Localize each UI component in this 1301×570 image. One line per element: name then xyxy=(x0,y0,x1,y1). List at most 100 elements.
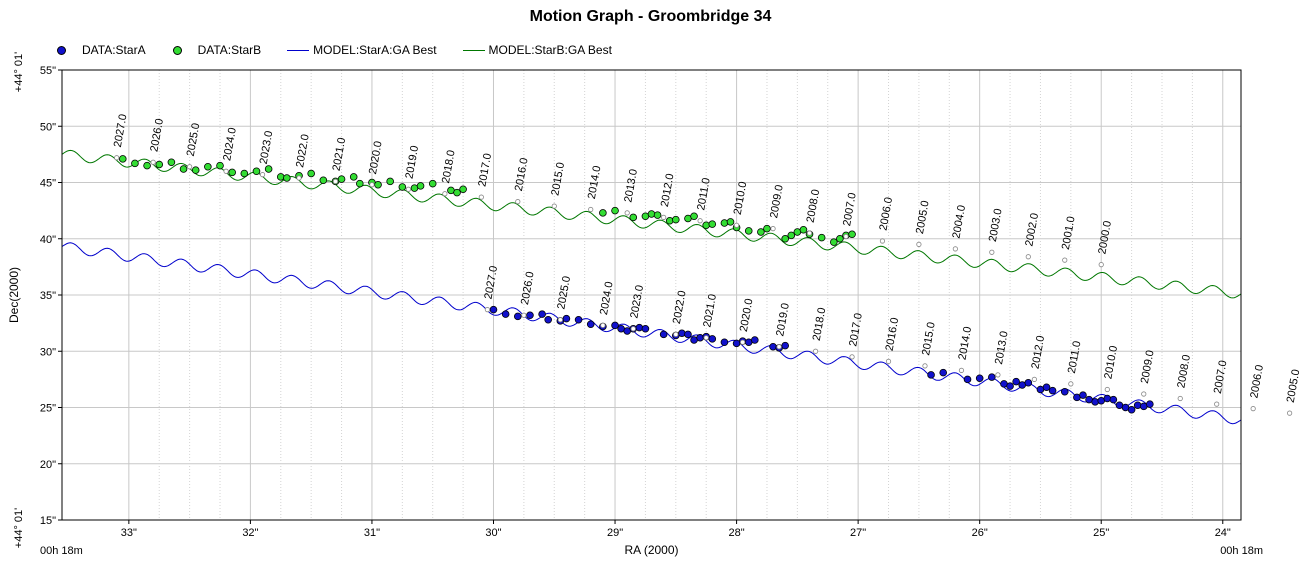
data-point-starb xyxy=(781,234,790,243)
data-point-starb xyxy=(799,225,808,234)
y-tick-label: 15" xyxy=(40,515,56,527)
data-point-stara xyxy=(720,338,729,347)
data-point-starb xyxy=(817,233,826,242)
epoch-label-stara: 2006.0 xyxy=(1248,364,1266,399)
epoch-marker-starb xyxy=(150,159,156,165)
epoch-label-starb: 2001.0 xyxy=(1060,215,1078,250)
data-point-stara xyxy=(963,375,972,384)
data-point-starb xyxy=(653,211,662,219)
legend-item-model-starb[interactable]: MODEL:StarB:GA Best xyxy=(462,43,612,57)
data-point-starb xyxy=(611,206,619,215)
epoch-marker-stara xyxy=(521,312,527,318)
epoch-label-stara: 2009.0 xyxy=(1139,349,1157,384)
epoch-marker-stara xyxy=(1104,386,1110,393)
data-point-starb xyxy=(599,209,607,217)
data-point-starb xyxy=(702,221,710,230)
data-point-starb xyxy=(787,231,796,240)
epoch-label-starb: 2024.0 xyxy=(221,127,239,162)
legend-item-data-stara[interactable]: DATA:StarA xyxy=(56,43,146,57)
data-point-starb xyxy=(155,160,164,169)
epoch-label-starb: 2018.0 xyxy=(440,149,458,184)
data-point-starb xyxy=(191,166,200,174)
y-tick-label: 55" xyxy=(40,65,56,77)
data-point-starb xyxy=(386,177,394,186)
y-tick-label: 20" xyxy=(40,459,56,471)
x-tick-label: 28" xyxy=(729,527,745,539)
data-point-starb xyxy=(131,159,139,168)
data-point-stara xyxy=(939,368,948,377)
epoch-label-starb: 2006.0 xyxy=(878,196,896,231)
epoch-marker-starb xyxy=(770,226,776,232)
x-tick-label: 33" xyxy=(121,527,137,539)
data-point-stara xyxy=(641,324,650,333)
data-point-stara xyxy=(1006,382,1014,390)
epoch-marker-starb xyxy=(989,249,995,255)
data-point-starb xyxy=(720,219,729,227)
epoch-label-starb: 2014.0 xyxy=(586,165,604,200)
epoch-label-starb: 2025.0 xyxy=(185,122,203,157)
x-tick-label: 30" xyxy=(485,527,501,539)
epoch-marker-stara xyxy=(1177,395,1183,402)
data-point-starb xyxy=(307,169,315,178)
epoch-label-stara: 2022.0 xyxy=(671,290,689,325)
data-point-starb xyxy=(665,216,674,225)
data-point-stara xyxy=(526,311,534,320)
data-point-stara xyxy=(1024,378,1033,387)
epoch-marker-starb xyxy=(1062,257,1068,263)
data-point-stara xyxy=(1133,401,1142,410)
epoch-label-starb: 2015.0 xyxy=(549,161,567,196)
model-curves xyxy=(61,149,1242,425)
epoch-marker-stara xyxy=(484,307,491,313)
epoch-marker-stara xyxy=(703,335,709,341)
legend-dot-icon-stara xyxy=(56,44,78,56)
epoch-marker-starb xyxy=(223,168,229,174)
data-point-starb xyxy=(355,179,364,188)
epoch-label-starb: 2004.0 xyxy=(951,204,969,239)
epoch-marker-starb xyxy=(916,241,922,247)
epoch-marker-stara xyxy=(1031,376,1037,382)
chart-title: Motion Graph - Groombridge 34 xyxy=(529,8,772,25)
data-point-starb xyxy=(179,165,188,173)
x-tick-label: 27" xyxy=(850,527,866,539)
data-point-starb xyxy=(276,173,285,181)
epoch-marker-stara xyxy=(812,348,819,354)
epoch-marker-stara xyxy=(995,372,1001,378)
y-tick-label: 30" xyxy=(40,346,56,358)
data-point-stara xyxy=(574,315,583,324)
epoch-marker-starb xyxy=(806,230,813,236)
epoch-label-starb: 2011.0 xyxy=(695,177,713,211)
data-point-stara xyxy=(1146,400,1154,408)
epoch-label-starb: 2008.0 xyxy=(805,188,823,223)
data-point-stara xyxy=(1042,383,1051,392)
x-tick-label: 31" xyxy=(364,527,380,539)
epoch-label-starb: 2027.0 xyxy=(112,113,130,148)
data-point-starb xyxy=(374,180,382,189)
data-point-stara xyxy=(659,330,668,339)
epoch-marker-stara xyxy=(958,367,965,373)
data-point-stara xyxy=(1048,386,1057,395)
epoch-label-stara: 2026.0 xyxy=(519,271,537,306)
epoch-label-stara: 2007.0 xyxy=(1212,359,1230,394)
epoch-label-starb: 2021.0 xyxy=(331,137,349,172)
data-point-starb xyxy=(848,230,856,239)
x-tick-label: 25" xyxy=(1093,527,1109,539)
data-point-stara xyxy=(975,374,984,383)
data-point-starb xyxy=(763,224,771,233)
epoch-marker-starb xyxy=(259,172,266,178)
epoch-label-stara: 2017.0 xyxy=(847,312,865,347)
data-point-starb xyxy=(240,169,249,178)
legend-item-model-stara[interactable]: MODEL:StarA:GA Best xyxy=(287,43,437,57)
epoch-marker-starb xyxy=(588,206,594,213)
epoch-marker-stara xyxy=(1287,410,1293,416)
epoch-marker-starb xyxy=(879,238,886,244)
epoch-label-starb: 2020.0 xyxy=(367,140,385,175)
data-point-starb xyxy=(228,168,236,177)
epoch-label-starb: 2003.0 xyxy=(987,208,1005,243)
legend-item-data-starb[interactable]: DATA:StarB xyxy=(172,43,261,57)
data-point-starb xyxy=(398,183,407,191)
epoch-marker-starb xyxy=(515,199,521,205)
data-point-stara xyxy=(751,336,759,344)
data-point-stara xyxy=(678,329,686,338)
grid xyxy=(62,70,1241,520)
